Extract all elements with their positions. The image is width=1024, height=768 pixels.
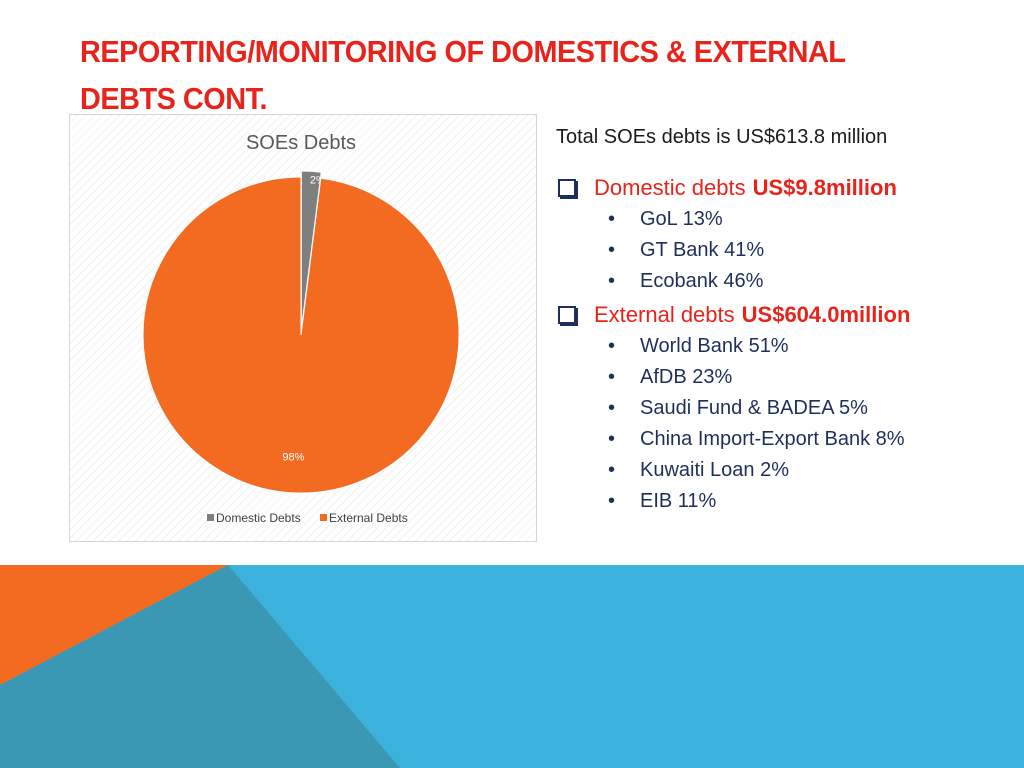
list-item: • AfDB 23%	[608, 362, 1006, 393]
legend-swatch-external-debts	[320, 514, 327, 521]
slide-title-line-2: DEBTS CONT.	[80, 81, 268, 116]
list-item: • China Import-Export Bank 8%	[608, 424, 1006, 455]
list-item: • GT Bank 41%	[608, 235, 1006, 266]
list-item: • Kuwaiti Loan 2%	[608, 455, 1006, 486]
domestic-debts-heading: Domestic debts US$9.8million	[556, 172, 1006, 204]
list-item-text: GT Bank 41%	[640, 239, 765, 261]
external-debts-list: • World Bank 51% • AfDB 23% • Saudi Fund & …	[556, 331, 1006, 517]
debt-summary: Total SOEs debts is US$613.8 million Dom…	[556, 122, 1006, 517]
checkbox-icon	[558, 179, 576, 197]
slide-title: REPORTING/MONITORING OF DOMESTICS & EXTE…	[80, 28, 898, 122]
list-item-text: Kuwaiti Loan 2%	[640, 459, 789, 481]
external-debts-label: External debts	[594, 302, 735, 327]
chart-title: SOEs Debts	[246, 132, 356, 154]
domestic-debts-amount: US$9.8million	[752, 175, 897, 200]
footer-teal-triangle	[0, 565, 400, 768]
external-debts-amount: US$604.0million	[741, 302, 911, 327]
domestic-debts-label: Domestic debts	[594, 175, 746, 200]
bullet-icon: •	[608, 335, 616, 357]
domestic-debts-list: • GoL 13% • GT Bank 41% • Ecobank 46%	[556, 204, 1006, 297]
list-item-text: World Bank 51%	[640, 335, 789, 357]
bullet-icon: •	[608, 270, 616, 292]
domestic-debts-section: Domestic debts US$9.8million • GoL 13% • G…	[556, 172, 1006, 297]
list-item: • World Bank 51%	[608, 331, 1006, 362]
list-item: • GoL 13%	[608, 204, 1006, 235]
bullet-icon: •	[608, 459, 616, 481]
legend-swatch-domestic-debts	[207, 514, 214, 521]
bullet-icon: •	[608, 208, 616, 230]
data-label-external-debts: 98%	[282, 451, 304, 463]
bullet-icon: •	[608, 490, 616, 512]
checkbox-icon	[558, 306, 576, 324]
decorative-footer	[0, 565, 1024, 768]
list-item-text: Ecobank 46%	[640, 270, 764, 292]
legend-label-domestic-debts: Domestic Debts	[216, 511, 301, 525]
list-item: • Ecobank 46%	[608, 266, 1006, 297]
list-item-text: China Import-Export Bank 8%	[640, 428, 905, 450]
list-item-text: Saudi Fund & BADEA 5%	[640, 397, 868, 419]
list-item-text: GoL 13%	[640, 208, 723, 230]
legend-label-external-debts: External Debts	[329, 511, 408, 525]
external-debts-section: External debts US$604.0million • World Ba…	[556, 299, 1006, 517]
external-debts-heading: External debts US$604.0million	[556, 299, 1006, 331]
bullet-icon: •	[608, 397, 616, 419]
pie-chart-panel: SOEs Debts 2% 98% Domestic Debts External De…	[69, 114, 537, 542]
total-debt-text: Total SOEs debts is US$613.8 million	[556, 126, 888, 148]
list-item: • Saudi Fund & BADEA 5%	[608, 393, 1006, 424]
pie-slice-external-debts	[142, 176, 460, 494]
bullet-icon: •	[608, 239, 616, 261]
list-item-text: EIB 11%	[640, 490, 717, 512]
bullet-icon: •	[608, 428, 616, 450]
list-item-text: AfDB 23%	[640, 366, 733, 388]
slide-title-line-1: REPORTING/MONITORING OF DOMESTICS & EXTE…	[80, 34, 846, 69]
bullet-icon: •	[608, 366, 616, 388]
list-item: • EIB 11%	[608, 486, 1006, 517]
